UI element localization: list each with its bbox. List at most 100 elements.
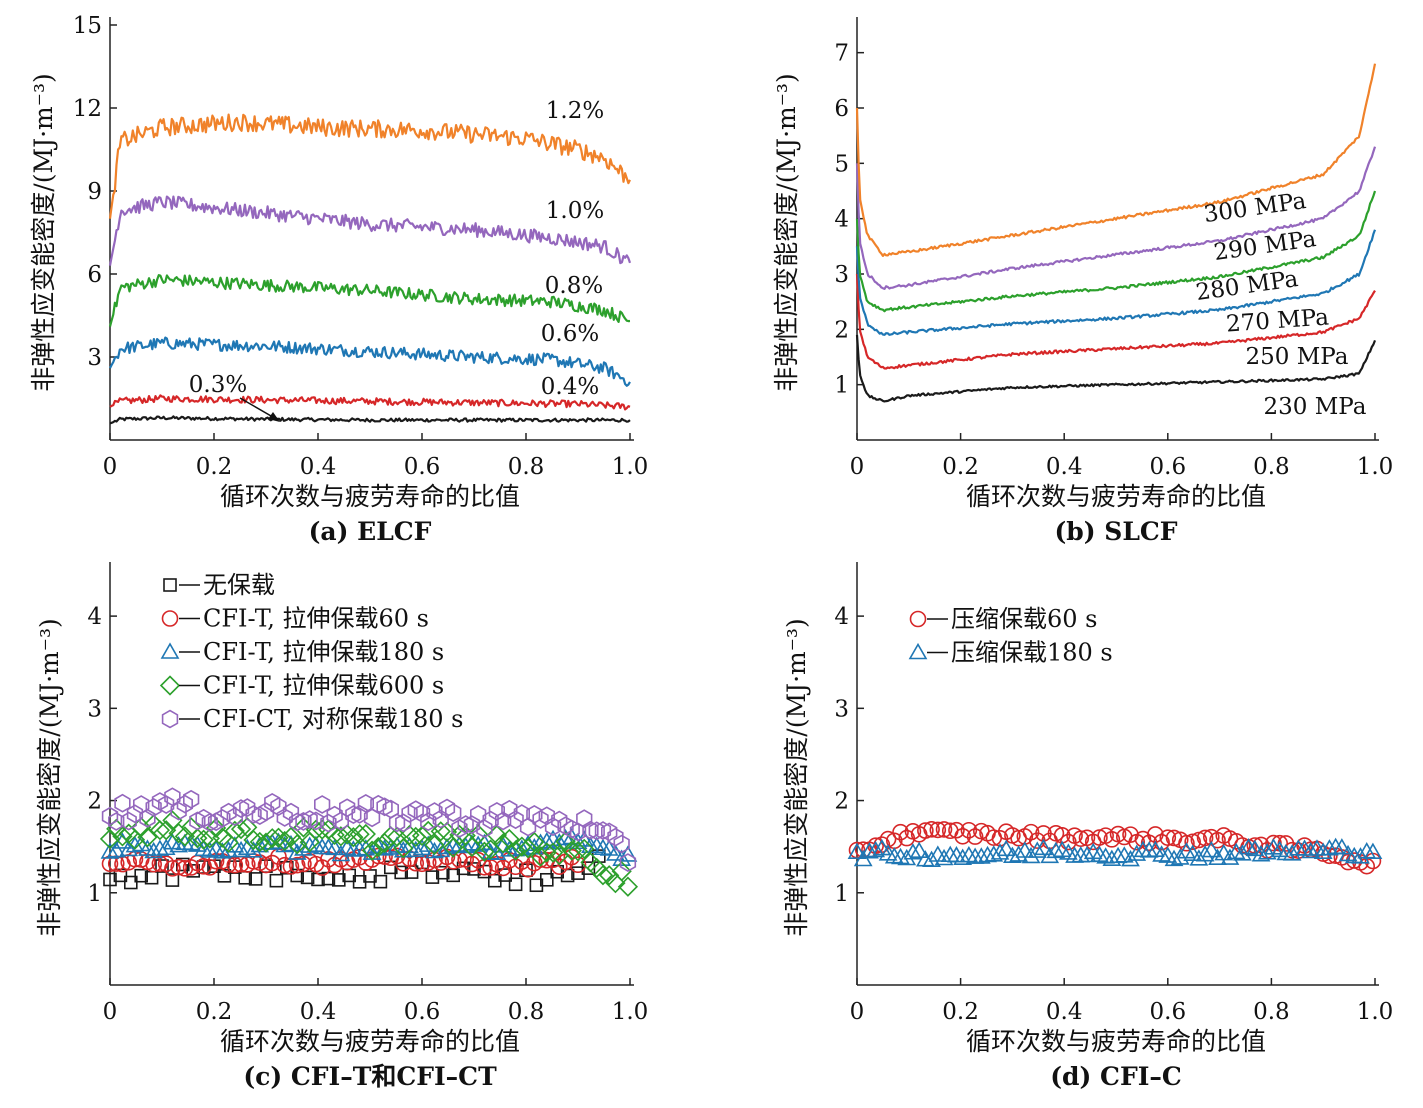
data-point — [413, 803, 431, 823]
data-point — [326, 805, 343, 825]
data-point — [599, 839, 619, 856]
series-circle — [848, 821, 1382, 875]
data-point — [569, 822, 587, 842]
data-point — [1178, 834, 1195, 852]
series-hexagon — [101, 787, 637, 873]
data-point — [176, 794, 193, 814]
data-point — [599, 865, 620, 886]
legend-label: CFI-CT, 对称保载180 s — [203, 705, 463, 733]
y-tick-label: 1 — [87, 881, 102, 907]
data-point — [436, 821, 458, 843]
data-point — [1184, 833, 1201, 851]
data-point — [214, 808, 231, 828]
data-point — [288, 856, 306, 874]
data-point — [607, 827, 624, 847]
series-line-270MPa — [855, 229, 1377, 336]
data-point — [549, 832, 569, 850]
data-point — [561, 840, 582, 861]
data-point — [200, 841, 220, 858]
x-tick-label: 0 — [103, 999, 118, 1025]
data-point — [576, 809, 593, 829]
legend-entry: 压缩保载60 s — [909, 605, 1097, 633]
data-point — [394, 865, 409, 880]
data-point — [617, 876, 639, 897]
series-diamond — [99, 810, 639, 897]
data-point — [555, 831, 576, 852]
data-point — [463, 815, 481, 835]
y-tick-label: 2 — [834, 789, 849, 815]
data-point — [293, 817, 314, 838]
data-point — [593, 838, 613, 855]
y-axis-label: 非弹性应变能密度/(MJ·m⁻³) — [29, 73, 58, 391]
data-point — [1195, 845, 1215, 862]
data-point — [971, 847, 991, 864]
x-tick-label: 0.4 — [1046, 454, 1083, 480]
series-triangle — [847, 837, 1383, 867]
series-line-03 — [109, 415, 631, 425]
data-point — [1257, 843, 1277, 860]
data-point — [600, 822, 618, 842]
data-point — [205, 817, 227, 839]
data-point — [960, 821, 978, 839]
data-point — [287, 834, 308, 855]
legend-entry: 压缩保载180 s — [908, 639, 1113, 667]
data-point — [149, 820, 171, 841]
legend-label: CFI-T, 拉伸保载180 s — [203, 638, 444, 666]
data-point — [539, 872, 554, 887]
data-point — [1022, 823, 1040, 841]
data-point — [212, 842, 232, 859]
data-point — [1201, 840, 1221, 858]
data-point — [263, 854, 281, 872]
data-point — [156, 838, 176, 856]
x-tick-label: 0.2 — [942, 454, 979, 480]
chart-panel-a: 0 0.2 0.4 0.6 0.8 1.0 3 6 9 12 15 循环次数与疲劳寿命的比值 非弹性应变… — [29, 13, 648, 546]
data-point — [395, 813, 412, 833]
data-point — [935, 821, 953, 838]
data-point — [872, 838, 892, 856]
data-point — [1170, 848, 1190, 865]
data-point — [155, 859, 169, 873]
data-point — [1351, 847, 1370, 864]
data-point — [131, 817, 152, 838]
data-point — [1102, 849, 1122, 866]
y-tick-label: 1 — [834, 373, 849, 399]
data-point — [1320, 839, 1339, 856]
data-point — [170, 801, 187, 821]
data-point — [325, 838, 345, 856]
data-point — [1332, 838, 1352, 855]
data-point — [1091, 829, 1108, 846]
data-point — [207, 859, 221, 873]
data-point — [544, 817, 562, 837]
data-point — [401, 804, 418, 823]
data-point — [164, 860, 181, 877]
x-tick-label: 1.0 — [612, 454, 649, 480]
legend-label: 压缩保载180 s — [951, 639, 1113, 667]
y-tick-label: 1 — [834, 881, 849, 907]
data-point — [612, 849, 632, 866]
data-point — [1077, 845, 1097, 863]
data-point — [424, 834, 445, 856]
data-point — [492, 833, 514, 854]
series-label: 1.0% — [546, 198, 604, 224]
data-point — [257, 856, 275, 874]
data-point — [361, 840, 383, 861]
data-point — [144, 841, 164, 859]
legend-label: CFI-T, 拉伸保载600 s — [203, 672, 444, 700]
data-point — [606, 844, 625, 861]
x-tick-label: 0.8 — [1253, 454, 1290, 480]
data-point — [1040, 846, 1060, 864]
data-point — [393, 837, 414, 859]
data-point — [418, 835, 438, 852]
series-label: 0.8% — [545, 273, 603, 299]
y-tick-label: 4 — [834, 604, 849, 630]
legend-marker — [909, 610, 927, 628]
data-point — [331, 873, 346, 887]
legend-entry: 无保载 — [163, 571, 275, 599]
data-point — [239, 798, 256, 818]
data-point — [1021, 846, 1041, 864]
series-label: 1.2% — [546, 98, 604, 124]
data-point — [420, 812, 437, 832]
x-axis-label: 循环次数与疲劳寿命的比值 — [220, 482, 520, 511]
x-axis-label: 循环次数与疲劳寿命的比值 — [966, 1027, 1266, 1056]
series-line-10 — [108, 195, 632, 266]
